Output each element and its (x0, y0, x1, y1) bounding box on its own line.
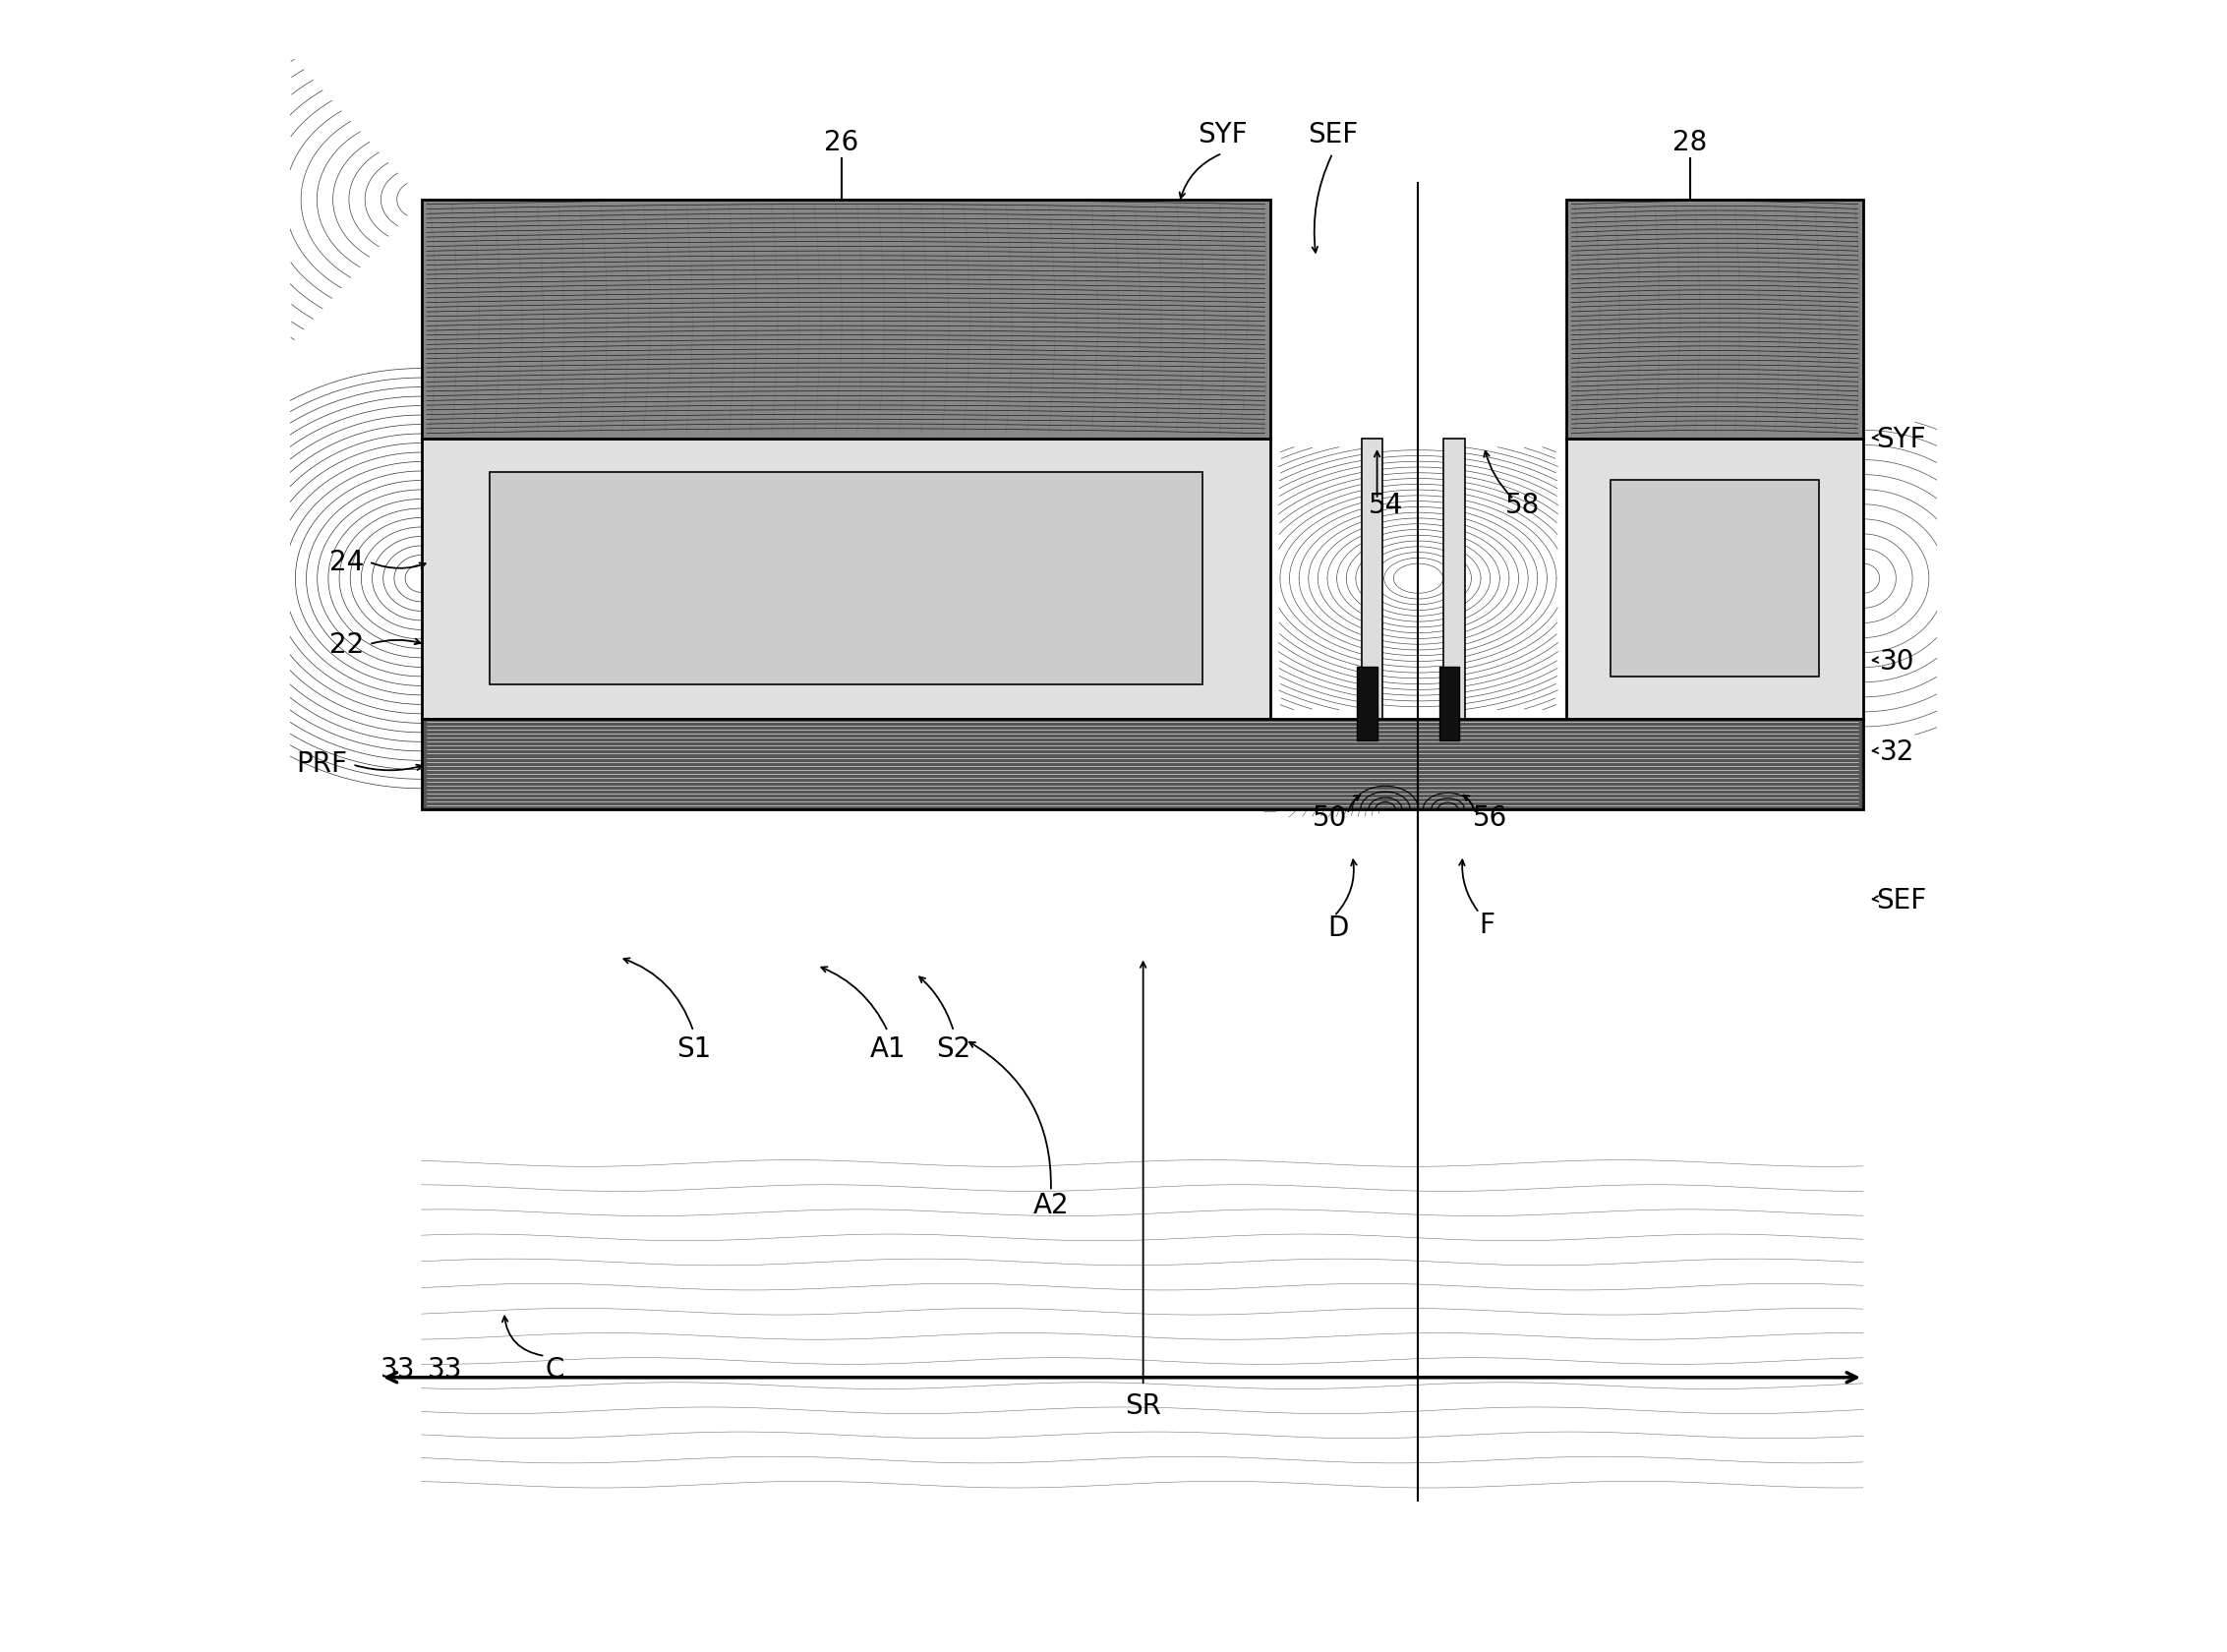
Bar (1356, 667, 1376, 742)
Text: 56: 56 (1472, 805, 1508, 831)
Bar (1439, 667, 1459, 742)
Text: A1: A1 (871, 1034, 906, 1062)
Bar (1566, 200, 1864, 439)
Text: S2: S2 (935, 1034, 971, 1062)
Bar (421, 200, 1269, 439)
Text: F: F (1479, 910, 1494, 938)
Text: PRF: PRF (296, 750, 347, 776)
Bar (1443, 439, 1465, 719)
Text: 50: 50 (1312, 805, 1347, 831)
Text: A2: A2 (1033, 1191, 1069, 1219)
Text: SYF: SYF (1198, 121, 1247, 149)
Text: SR: SR (1125, 1393, 1160, 1419)
Text: 32: 32 (1880, 738, 1915, 765)
Bar (421, 439, 1269, 719)
Bar (1566, 439, 1864, 719)
Text: C: C (546, 1356, 563, 1383)
Bar (1610, 481, 1819, 677)
Text: SEF: SEF (1307, 121, 1358, 149)
Text: D: D (1327, 914, 1350, 942)
Text: 54: 54 (1370, 491, 1403, 519)
Text: 33: 33 (381, 1356, 416, 1383)
Bar (1361, 439, 1383, 719)
Text: 24: 24 (330, 548, 363, 577)
Text: SEF: SEF (1875, 887, 1926, 914)
Text: SYF: SYF (1875, 425, 1926, 453)
Bar (490, 472, 1203, 686)
Bar (421, 719, 1864, 809)
Text: 58: 58 (1505, 491, 1541, 519)
Text: 28: 28 (1672, 129, 1708, 157)
Text: 33: 33 (428, 1356, 463, 1383)
Text: 22: 22 (330, 631, 363, 659)
Text: 26: 26 (824, 129, 860, 157)
Text: 30: 30 (1880, 648, 1915, 676)
Text: S1: S1 (677, 1034, 710, 1062)
